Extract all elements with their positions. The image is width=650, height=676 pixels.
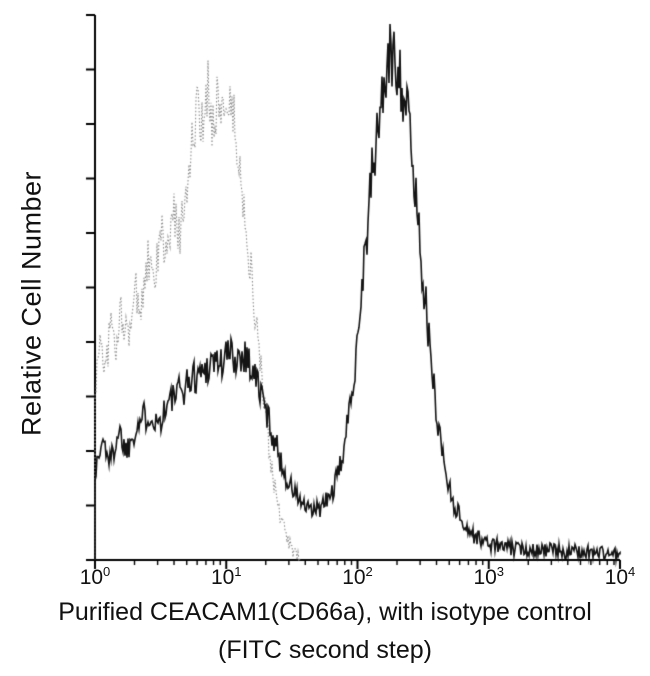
caption-line-1: Purified CEACAM1(CD66a), with isotype co… bbox=[58, 598, 592, 626]
x-tick-label-10e1: 101 bbox=[210, 564, 242, 589]
x-tick-label-10e3: 103 bbox=[473, 564, 505, 589]
caption-line-2: (FITC second step) bbox=[218, 636, 432, 664]
x-tick-label-10e2: 102 bbox=[342, 564, 373, 589]
y-axis-label: Relative Cell Number bbox=[16, 170, 47, 437]
x-tick-label-10e0: 100 bbox=[79, 564, 111, 589]
x-tick-label-10e4: 104 bbox=[604, 564, 636, 589]
